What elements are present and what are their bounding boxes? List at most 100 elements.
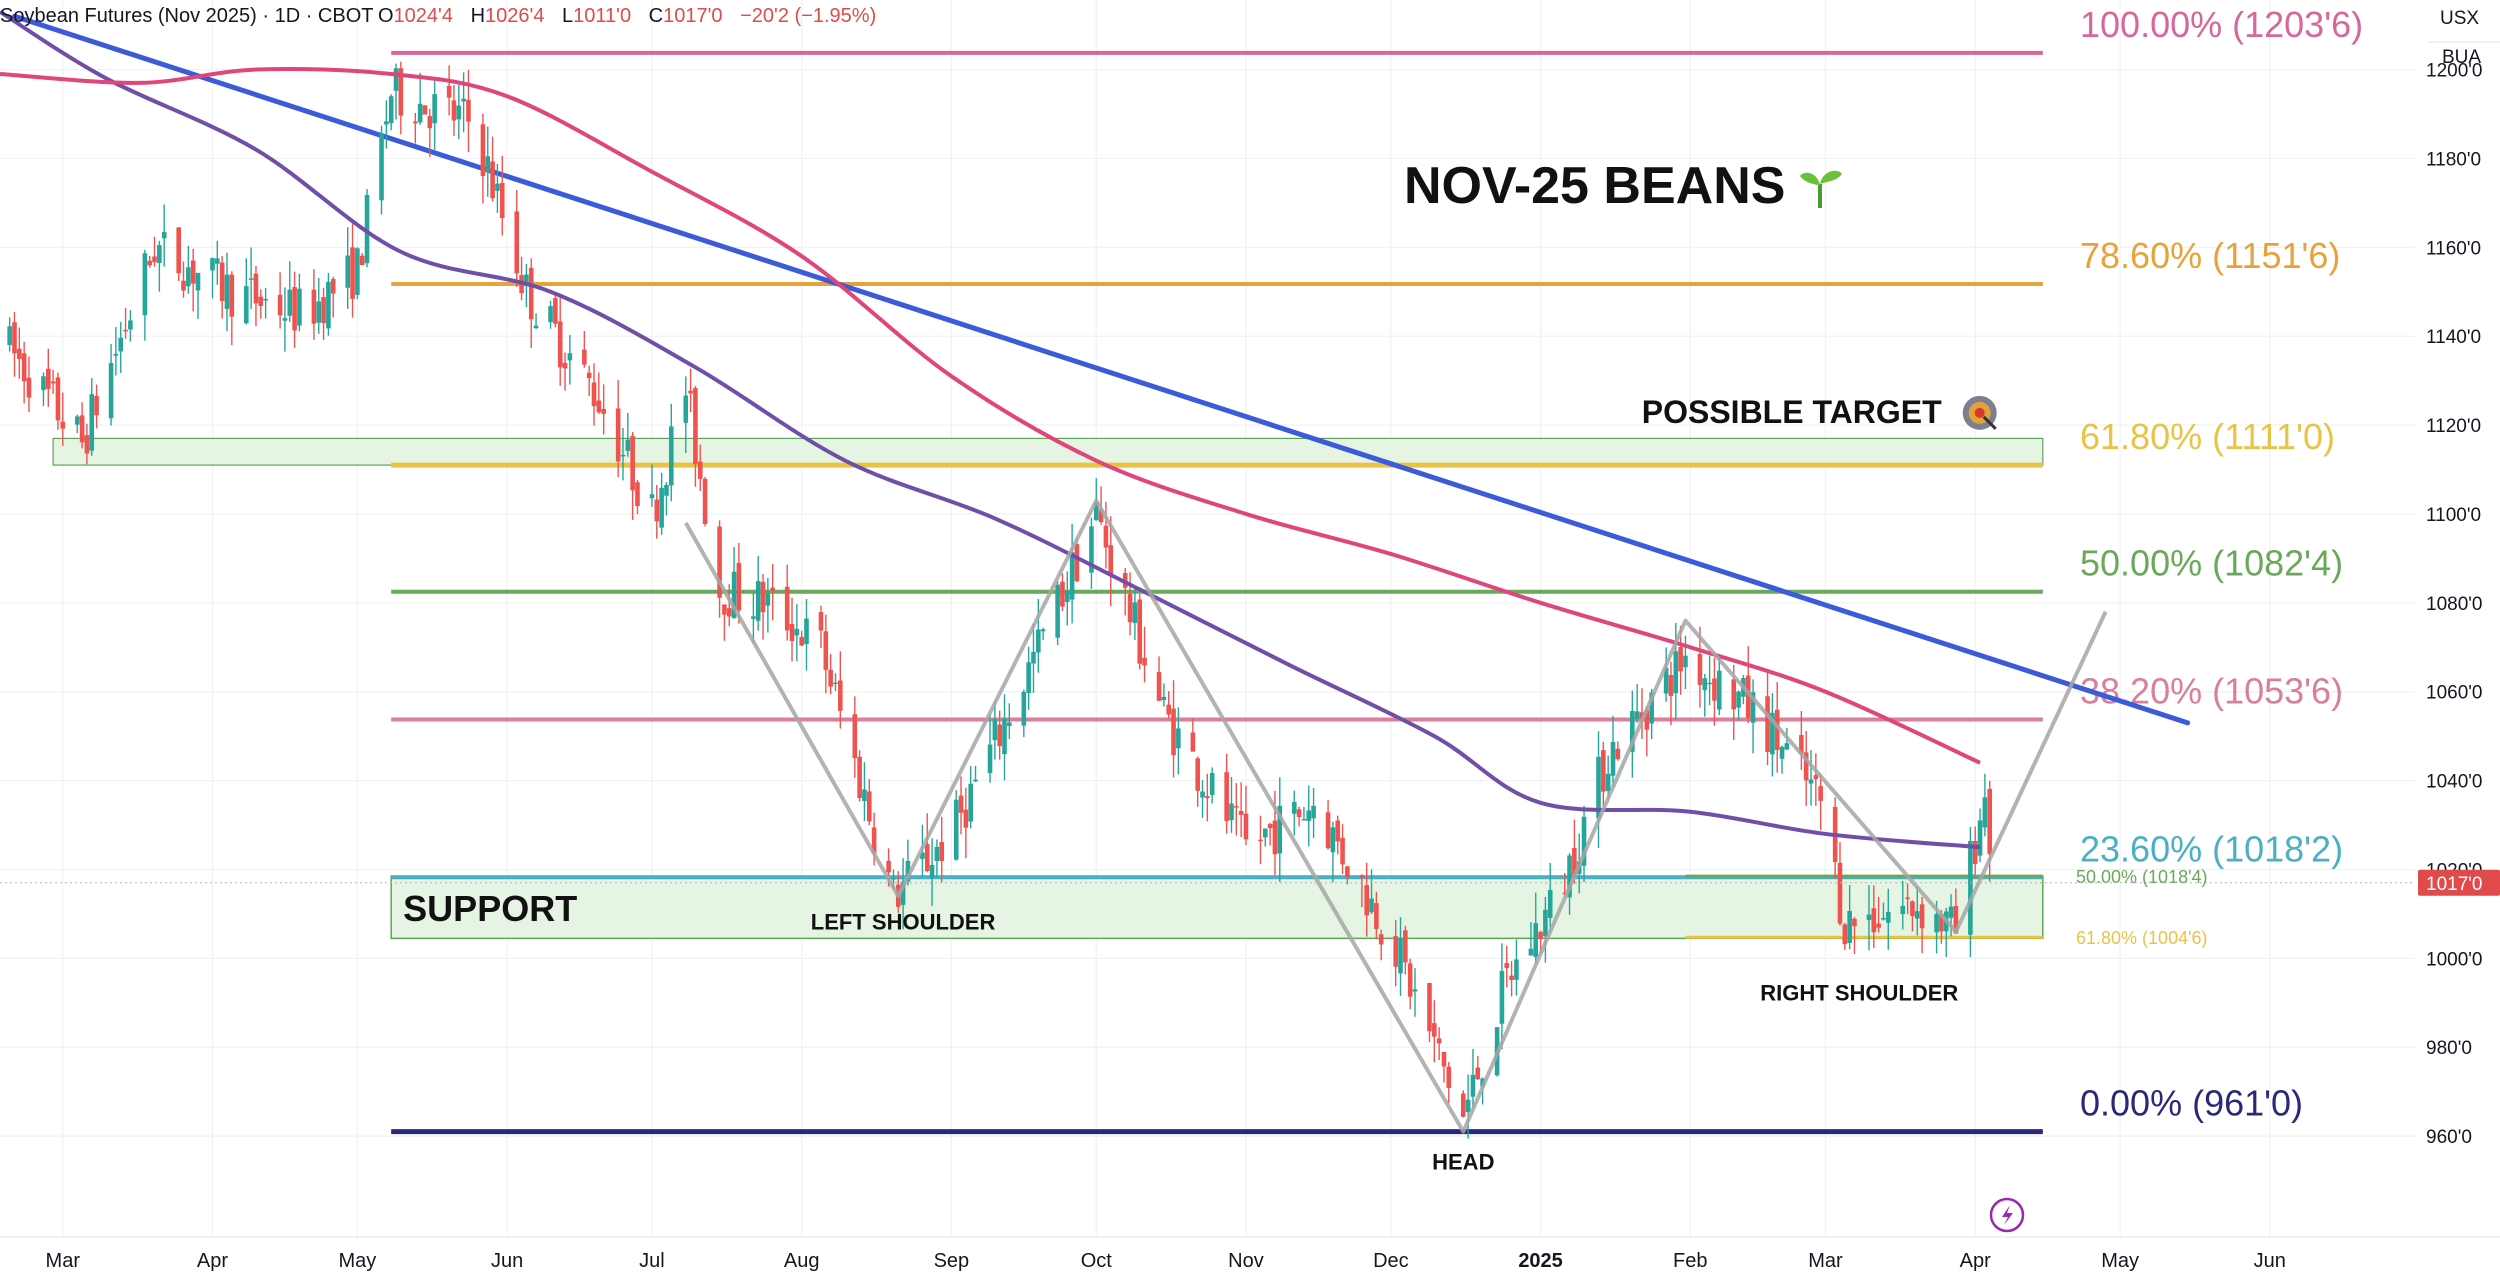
target-arrow xyxy=(1982,415,1997,430)
candles-layer xyxy=(7,61,1992,1139)
candle-body xyxy=(1818,786,1823,801)
candle-body xyxy=(1127,593,1133,623)
candle-body xyxy=(456,105,462,120)
candle-body xyxy=(1538,931,1543,940)
low-value: 1011'0 xyxy=(573,5,631,27)
annotation-labels: LEFT SHOULDER HEAD RIGHT SHOULDER POSSIBLE … xyxy=(0,394,2415,1174)
candle-body xyxy=(1330,827,1336,853)
candle-body xyxy=(765,593,771,606)
candle-body xyxy=(1567,855,1572,898)
x-tick-label: Dec xyxy=(1373,1250,1409,1272)
candle-body xyxy=(152,256,157,263)
ma-purple-line xyxy=(0,10,1981,850)
last-price-value: 1017'0 xyxy=(2426,874,2482,895)
candle-body xyxy=(1441,1051,1447,1067)
candle-body xyxy=(1678,647,1683,672)
candle-body xyxy=(973,779,978,782)
candle-body xyxy=(190,260,196,284)
x-tick-label: Jun xyxy=(2254,1250,2286,1272)
time-axis[interactable]: Mar Apr May Jun Jul Aug Sep Oct Nov Dec 2025 Feb Mar… xyxy=(0,1236,2500,1272)
candle-body xyxy=(1093,502,1099,521)
candle-body xyxy=(1581,816,1587,866)
symbol-title[interactable]: Soybean Futures (Nov 2025) · 1D · CBOT xyxy=(0,5,373,27)
candle-body xyxy=(1374,903,1379,929)
candle-body xyxy=(1098,509,1104,523)
candle-body xyxy=(79,415,85,443)
replay-icon[interactable] xyxy=(1989,1197,2025,1233)
candle-body xyxy=(1716,670,1722,710)
candle-body xyxy=(427,116,433,129)
candle-body xyxy=(1799,735,1804,754)
candle-body xyxy=(1021,691,1027,726)
ma-pink-line xyxy=(0,66,1981,765)
candle-body xyxy=(1514,959,1519,980)
candle-body xyxy=(74,416,80,425)
candle-body xyxy=(1547,889,1553,918)
candle-body xyxy=(1272,820,1278,855)
candle-body xyxy=(794,628,800,636)
candle-body xyxy=(1345,866,1350,878)
candle-body xyxy=(1108,545,1114,576)
candle-body xyxy=(384,121,389,125)
candle-body xyxy=(89,394,95,451)
candle-body xyxy=(1750,692,1756,723)
candle-body xyxy=(1224,772,1229,821)
candle-body xyxy=(21,353,27,382)
annotation-left-shoulder: LEFT SHOULDER xyxy=(811,909,996,934)
candle-body xyxy=(1702,678,1708,691)
candle-body xyxy=(1572,847,1577,876)
open-value: 1024'4 xyxy=(394,5,453,27)
candle-body xyxy=(1161,696,1167,701)
candle-body xyxy=(1601,750,1606,792)
candle-body xyxy=(1040,629,1046,632)
candle-body xyxy=(586,372,592,379)
candle-body xyxy=(316,301,322,323)
candle-body xyxy=(1103,525,1109,548)
candle-body xyxy=(1499,970,1505,1024)
candle-body xyxy=(1977,820,1983,856)
head-shoulders-pattern xyxy=(684,498,2108,1134)
candle-body xyxy=(760,581,766,613)
candle-body xyxy=(1393,936,1398,967)
candle-body xyxy=(1074,544,1080,582)
price-axis[interactable]: 1200'0 1180'0 1160'0 1140'0 1120'0 1100'0 1080… xyxy=(2418,61,2500,1149)
candle-body xyxy=(852,714,858,759)
price-axis-panel[interactable] xyxy=(2415,0,2500,1274)
candle-body xyxy=(1630,711,1635,752)
candle-body xyxy=(649,494,655,499)
candle-body xyxy=(958,795,964,813)
candle-body xyxy=(755,581,761,621)
candle-body xyxy=(461,98,466,102)
candle-body xyxy=(495,183,500,191)
candle-body xyxy=(413,121,418,124)
candle-body xyxy=(818,612,824,631)
candle-body xyxy=(1866,914,1872,921)
candle-body xyxy=(1306,810,1312,821)
candle-body xyxy=(1707,682,1712,685)
unit-badge[interactable]: BUA xyxy=(2442,47,2481,68)
candle-body xyxy=(1808,779,1814,784)
candle-body xyxy=(1528,948,1534,956)
candle-body xyxy=(1968,840,1973,935)
high-value: 1026'4 xyxy=(485,5,544,27)
candle-body xyxy=(789,623,795,642)
candle-body xyxy=(248,278,254,280)
y-tick-label: 980'0 xyxy=(2426,1038,2472,1059)
x-tick-label: Apr xyxy=(197,1250,228,1272)
candle-body xyxy=(55,377,61,421)
y-tick-label: 1120'0 xyxy=(2426,416,2481,437)
candle-body xyxy=(1089,526,1094,573)
candle-body xyxy=(219,262,225,301)
candle-body xyxy=(886,860,891,873)
candle-body xyxy=(1465,1099,1471,1112)
candle-body xyxy=(838,680,843,711)
currency-badge[interactable]: USX xyxy=(2440,8,2479,29)
candle-body xyxy=(1036,629,1041,653)
candle-body xyxy=(12,322,17,354)
candle-body xyxy=(1470,1074,1476,1097)
candle-body xyxy=(1291,801,1297,814)
close-label: C xyxy=(649,5,663,27)
candle-body xyxy=(1156,672,1162,701)
y-tick-label: 1180'0 xyxy=(2426,149,2481,170)
